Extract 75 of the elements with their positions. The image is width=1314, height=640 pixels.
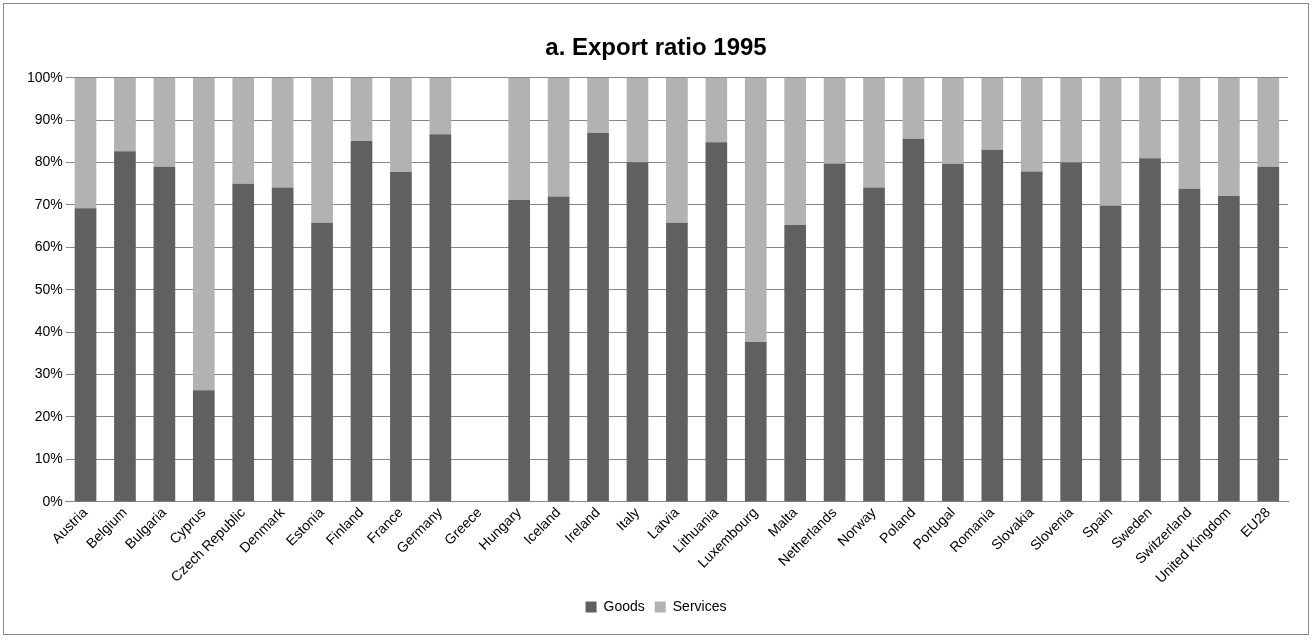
bar — [1218, 77, 1240, 197]
bar — [153, 77, 176, 167]
bar — [1099, 77, 1122, 206]
y-tick-label: 0% — [42, 492, 63, 509]
y-tick-label: 60% — [34, 238, 63, 255]
bar — [114, 77, 136, 152]
bar — [587, 77, 609, 133]
bar — [311, 222, 333, 502]
bar — [350, 77, 373, 141]
bar — [1178, 77, 1201, 189]
bar — [863, 187, 885, 502]
bar — [508, 199, 531, 502]
bar — [626, 77, 649, 163]
y-tick-label: 50% — [34, 280, 63, 297]
bar — [942, 77, 964, 164]
y-tick-label: 100% — [26, 68, 63, 85]
bar — [1020, 77, 1043, 172]
bar — [981, 77, 1004, 150]
y-tick-label: 30% — [34, 365, 63, 382]
y-tick-label: 40% — [34, 322, 63, 339]
legend-label: Services — [672, 597, 727, 614]
bar — [508, 77, 531, 200]
bar — [587, 132, 609, 502]
bar — [705, 142, 728, 502]
bar — [271, 77, 294, 188]
bar — [192, 77, 215, 391]
bar — [1020, 171, 1043, 502]
bar — [666, 222, 688, 502]
bar — [1099, 205, 1122, 502]
bar — [192, 390, 215, 502]
bar — [744, 77, 767, 342]
bar — [153, 166, 176, 502]
chart-title: a. Export ratio 1995 — [545, 33, 767, 61]
bar — [981, 149, 1004, 502]
bar — [429, 134, 452, 502]
bar — [1139, 158, 1161, 502]
bar — [390, 77, 412, 172]
bar — [784, 224, 807, 502]
bar — [1060, 77, 1082, 163]
bar — [705, 77, 728, 143]
bar — [429, 77, 452, 135]
bar — [863, 77, 885, 188]
bar — [74, 208, 97, 502]
bar — [784, 77, 807, 225]
bar — [74, 77, 97, 209]
y-tick-label: 10% — [34, 450, 63, 467]
bar — [666, 77, 688, 223]
bar — [902, 77, 925, 139]
bar — [232, 183, 255, 502]
bar — [942, 163, 964, 502]
x-tick-label: Italy — [612, 504, 643, 534]
bar — [823, 77, 846, 164]
bar — [1218, 196, 1240, 502]
y-tick-label: 70% — [34, 195, 63, 212]
bar — [350, 140, 373, 502]
bar — [626, 162, 649, 502]
bar — [114, 151, 136, 502]
bar — [1139, 77, 1161, 159]
bar — [1257, 77, 1280, 167]
bar — [902, 138, 925, 502]
bar — [390, 171, 412, 502]
bar — [547, 196, 570, 502]
bar — [744, 341, 767, 502]
bar — [1060, 162, 1082, 502]
bar — [271, 187, 294, 502]
bar — [232, 77, 255, 184]
y-tick-label: 90% — [34, 111, 63, 128]
bar — [1257, 166, 1280, 502]
bar — [311, 77, 333, 223]
bar — [823, 163, 846, 502]
y-tick-label: 80% — [34, 153, 63, 170]
y-tick-label: 20% — [34, 407, 63, 424]
bar — [547, 77, 570, 197]
bar — [1178, 188, 1201, 502]
legend-label: Goods — [603, 597, 645, 614]
